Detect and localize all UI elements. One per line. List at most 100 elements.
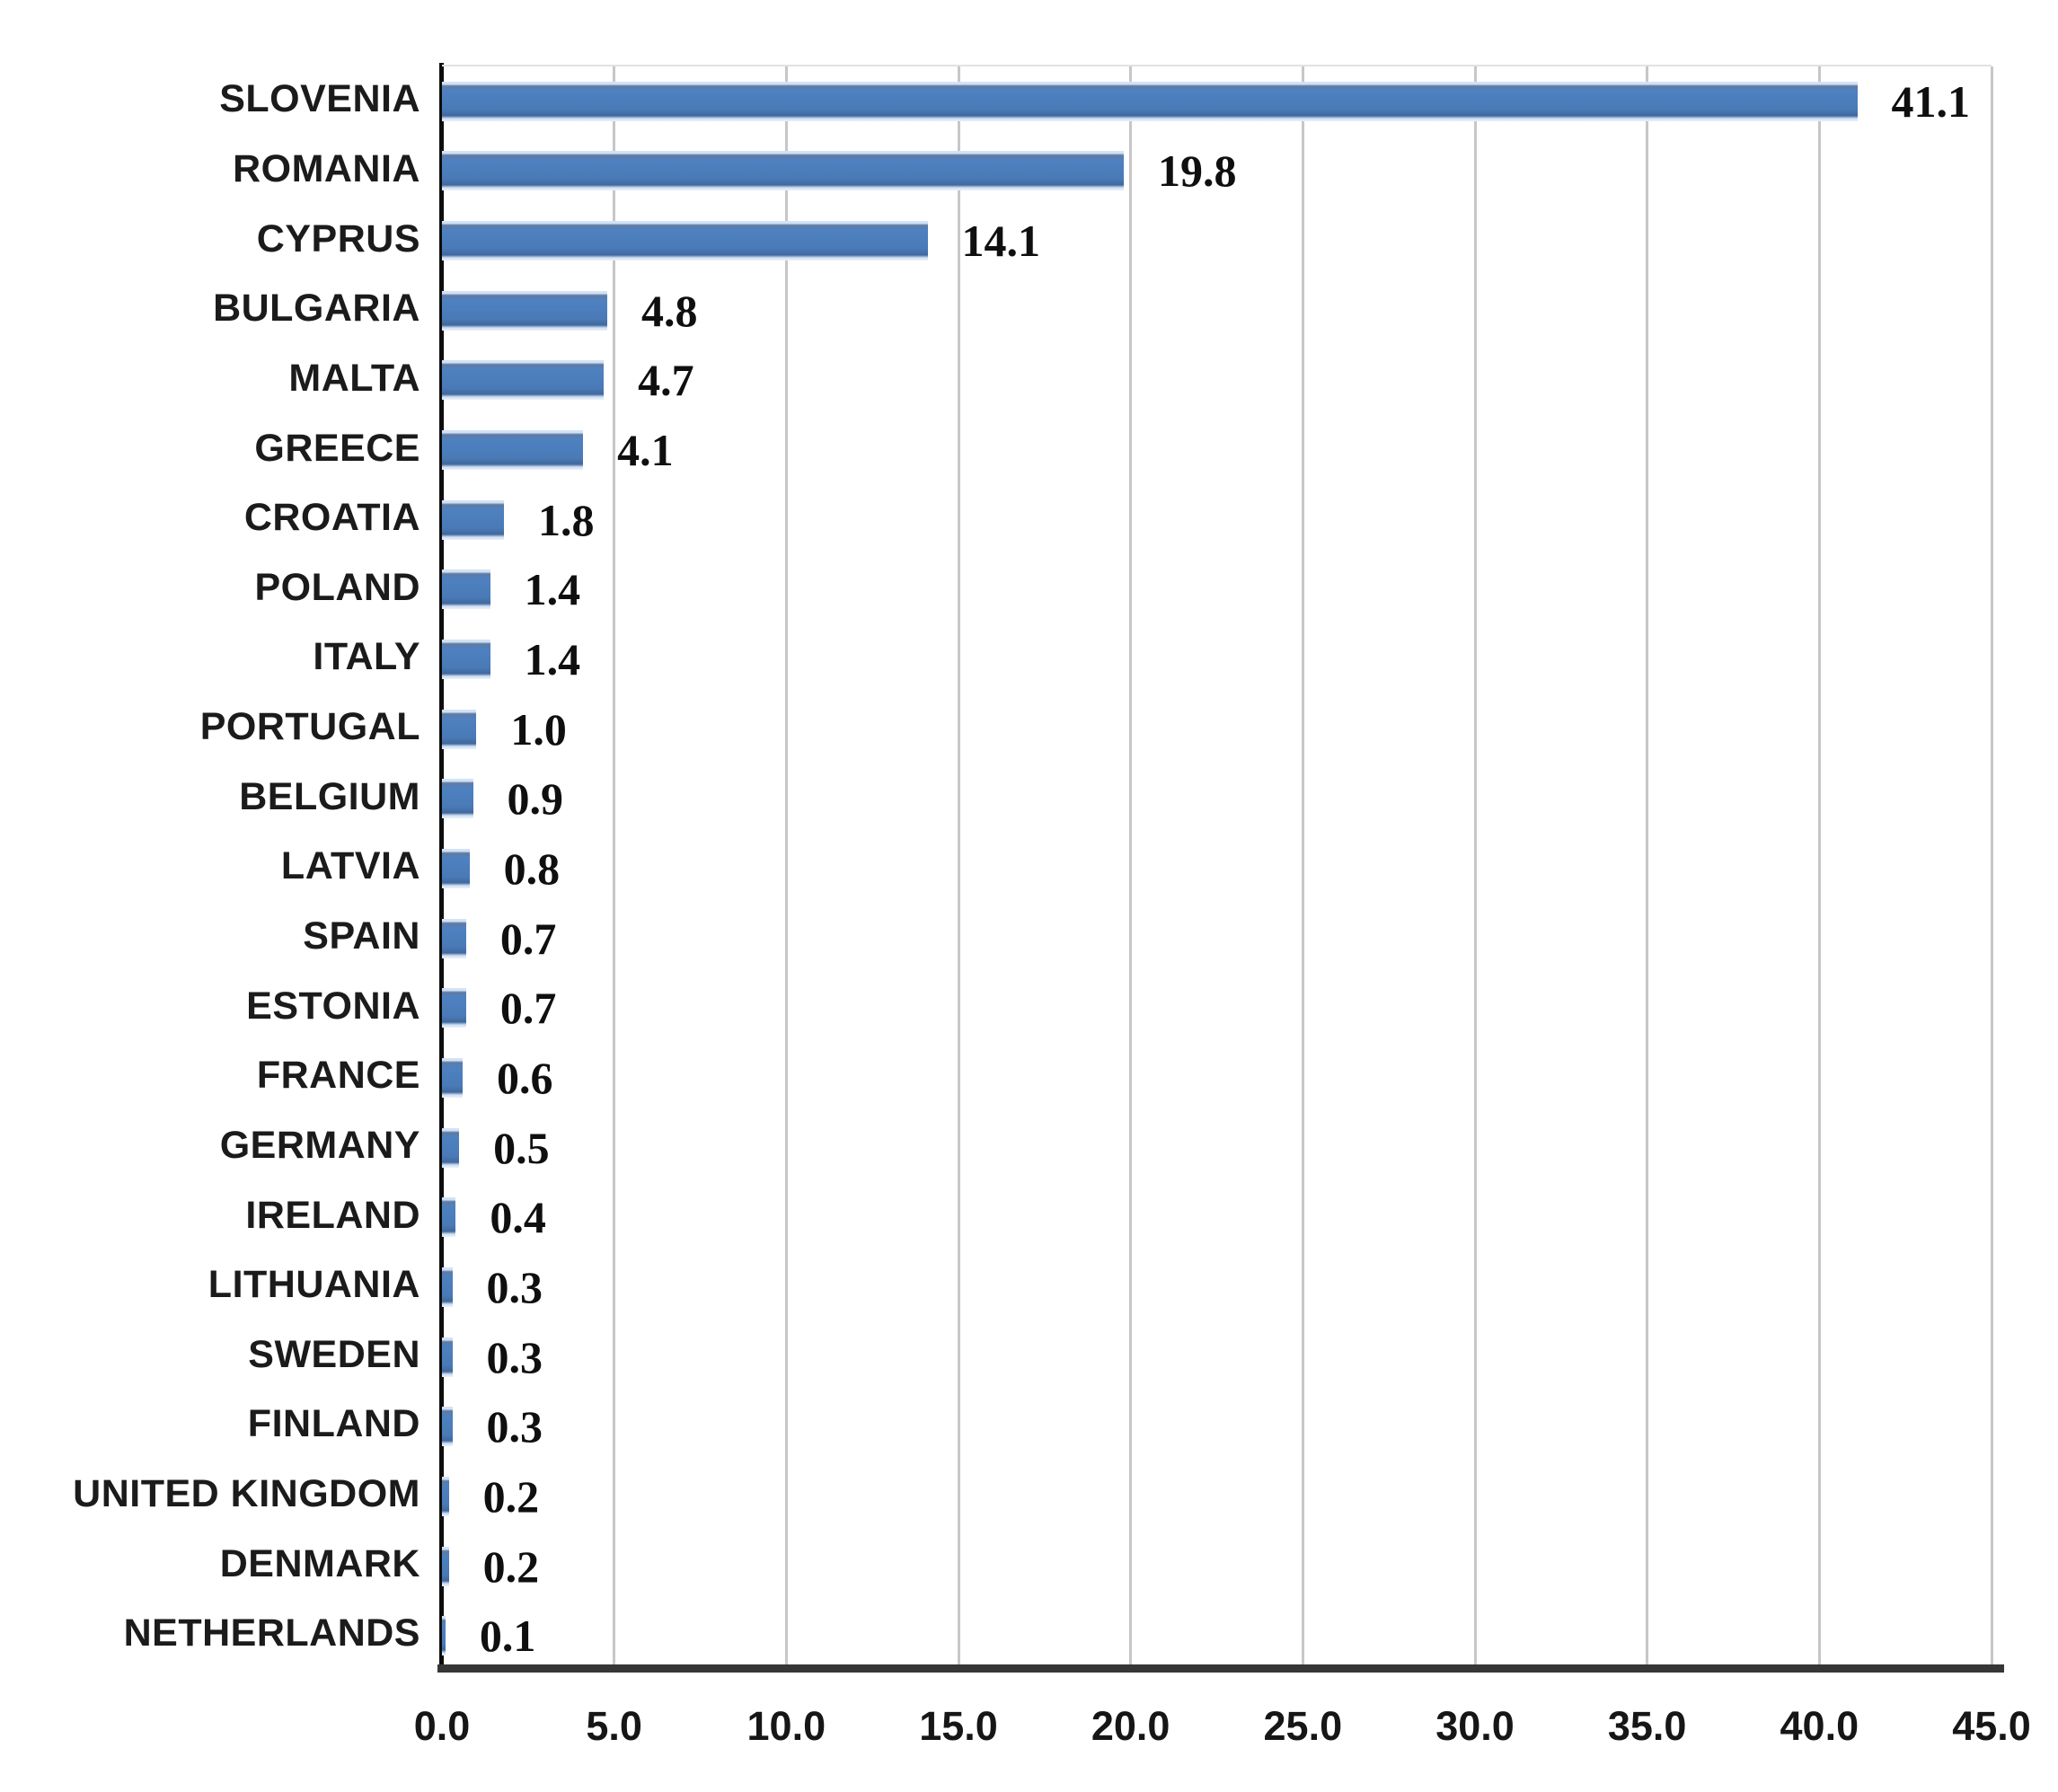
country-label: FRANCE xyxy=(256,1054,420,1098)
country-label: ESTONIA xyxy=(246,984,420,1028)
grid-line xyxy=(1301,66,1304,1671)
bar-row: 0.3 xyxy=(442,1252,1992,1322)
bar xyxy=(442,499,504,540)
x-tick-label: 45.0 xyxy=(1952,1703,2031,1749)
bar-row: 0.7 xyxy=(442,904,1992,974)
bar-row: 41.1 xyxy=(442,66,1992,137)
country-label: BELGIUM xyxy=(239,774,420,818)
bar-row: 0.2 xyxy=(442,1461,1992,1532)
country-label: UNITED KINGDOM xyxy=(73,1472,420,1516)
value-label: 0.9 xyxy=(507,773,564,825)
country-label: ITALY xyxy=(313,635,420,679)
value-label: 4.1 xyxy=(617,425,674,476)
value-label: 19.8 xyxy=(1158,146,1237,197)
bar xyxy=(442,779,473,819)
bar-row: 4.1 xyxy=(442,415,1992,485)
bar-row: 0.3 xyxy=(442,1391,1992,1461)
bar xyxy=(442,430,584,471)
bar xyxy=(442,290,607,331)
value-label: 41.1 xyxy=(1891,75,1971,127)
bar-row: 0.5 xyxy=(442,1113,1992,1183)
bar-row: 4.7 xyxy=(442,346,1992,416)
value-label: 4.7 xyxy=(638,355,694,406)
bar-row: 0.3 xyxy=(442,1322,1992,1392)
country-label: LITHUANIA xyxy=(208,1263,420,1307)
x-tick-label: 0.0 xyxy=(413,1703,471,1749)
grid-line xyxy=(613,66,616,1671)
grid-line xyxy=(1817,66,1821,1671)
grid-line xyxy=(1129,66,1133,1671)
bar xyxy=(442,1267,453,1307)
plot-area: 41.1 19.8 14.1 4.8 4.7 4.1 1.8 1.4 1.4 1.0 0.9 0.8 0… xyxy=(442,65,1993,1671)
value-label: 4.8 xyxy=(641,285,698,336)
value-label: 0.2 xyxy=(482,1470,540,1522)
value-label: 0.3 xyxy=(486,1331,543,1382)
value-label: 0.7 xyxy=(499,983,557,1034)
value-label: 0.5 xyxy=(493,1122,550,1173)
value-label: 0.2 xyxy=(482,1540,540,1592)
value-label: 0.7 xyxy=(499,913,557,964)
grid-line xyxy=(784,66,788,1671)
value-label: 0.3 xyxy=(486,1261,543,1312)
country-label: PORTUGAL xyxy=(199,705,420,749)
bar xyxy=(442,569,490,610)
value-label: 0.3 xyxy=(486,1401,543,1452)
bar-row: 0.9 xyxy=(442,764,1992,834)
bar xyxy=(442,1127,460,1168)
country-label: NETHERLANDS xyxy=(123,1611,420,1655)
y-axis-line xyxy=(439,63,444,1669)
category-axis: SLOVENIA ROMANIA CYPRUS BULGARIA MALTA GREECE… xyxy=(0,65,420,1669)
bar xyxy=(442,1616,446,1656)
bar-row: 0.4 xyxy=(442,1182,1992,1252)
bar-row: 4.8 xyxy=(442,276,1992,346)
bar-row: 14.1 xyxy=(442,206,1992,276)
bar xyxy=(442,1057,463,1098)
bar xyxy=(442,640,490,680)
grid-line xyxy=(1990,66,1993,1671)
x-tick-label: 20.0 xyxy=(1091,1703,1170,1749)
x-tick-label: 30.0 xyxy=(1435,1703,1515,1749)
bar-row: 1.4 xyxy=(442,624,1992,694)
bar-row: 1.0 xyxy=(442,694,1992,764)
bar xyxy=(442,151,1124,191)
x-tick-label: 40.0 xyxy=(1780,1703,1859,1749)
country-label: MALTA xyxy=(288,356,420,400)
x-axis: 0.0 5.0 10.0 15.0 20.0 25.0 30.0 35.0 40.0 45.0 xyxy=(0,1703,2058,1766)
grid-line xyxy=(1646,66,1649,1671)
x-tick-label: 25.0 xyxy=(1263,1703,1343,1749)
bar xyxy=(442,988,466,1028)
bar xyxy=(442,1197,456,1238)
country-label: POLAND xyxy=(254,565,420,609)
bar xyxy=(442,918,466,958)
value-label: 0.4 xyxy=(490,1192,546,1243)
bar-row: 0.2 xyxy=(442,1532,1992,1602)
value-label: 1.4 xyxy=(524,634,581,685)
country-label: ROMANIA xyxy=(233,146,420,190)
country-label: SWEDEN xyxy=(248,1332,420,1376)
country-label: GERMANY xyxy=(219,1123,420,1167)
country-label: SPAIN xyxy=(303,914,420,958)
x-tick-label: 5.0 xyxy=(586,1703,642,1749)
country-label: LATVIA xyxy=(280,844,420,888)
value-label: 1.4 xyxy=(524,564,581,615)
x-axis-line xyxy=(437,1664,2004,1673)
bar-row: 0.1 xyxy=(442,1601,1992,1671)
bar xyxy=(442,1476,449,1516)
bar-row: 0.6 xyxy=(442,1043,1992,1113)
bar-row: 0.7 xyxy=(442,973,1992,1043)
bar xyxy=(442,1546,449,1586)
country-label: SLOVENIA xyxy=(219,77,420,121)
bar xyxy=(442,848,470,888)
bar xyxy=(442,1337,453,1377)
x-tick-label: 15.0 xyxy=(919,1703,998,1749)
grid-line xyxy=(957,66,960,1671)
x-tick-label: 35.0 xyxy=(1607,1703,1687,1749)
country-label: DENMARK xyxy=(219,1541,420,1585)
bar-row: 0.8 xyxy=(442,834,1992,904)
value-label: 0.8 xyxy=(503,843,561,894)
x-tick-label: 10.0 xyxy=(746,1703,826,1749)
country-label: IRELAND xyxy=(245,1193,420,1237)
country-label: GREECE xyxy=(254,426,420,470)
bar xyxy=(442,360,605,401)
